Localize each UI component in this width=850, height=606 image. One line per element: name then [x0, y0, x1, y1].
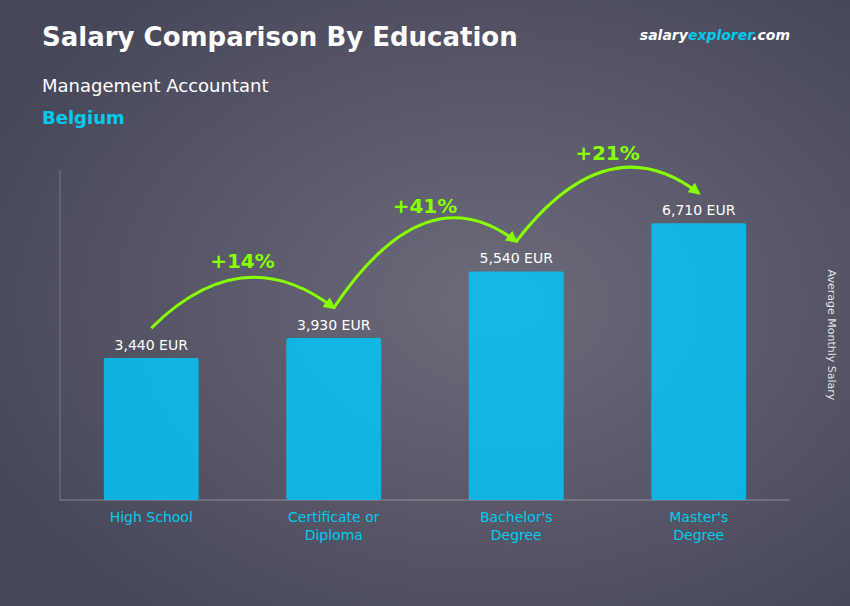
change-arrow — [334, 218, 517, 308]
value-label: 3,440 EUR — [115, 337, 189, 353]
change-label: +21% — [575, 141, 640, 165]
change-label: +14% — [210, 249, 275, 273]
x-tick-label: Master'sDegree — [669, 509, 728, 543]
change-arrow — [516, 167, 699, 241]
bar — [469, 271, 564, 500]
subtitle: Management Accountant — [42, 75, 268, 96]
bar — [104, 358, 199, 500]
value-label: 6,710 EUR — [662, 202, 736, 218]
bars — [104, 223, 746, 500]
background — [0, 0, 850, 606]
value-label: 5,540 EUR — [480, 250, 554, 266]
chart: Salary Comparison By Education Management… — [0, 0, 850, 606]
x-tick-label: High School — [110, 509, 193, 525]
x-tick-label: Bachelor'sDegree — [480, 509, 553, 543]
y-axis-line — [60, 170, 61, 500]
value-label: 3,930 EUR — [297, 317, 371, 333]
change-arrow — [151, 277, 334, 328]
logo: salaryexplorer.com — [640, 27, 790, 43]
change-label: +41% — [393, 194, 458, 218]
x-tick-label: Certificate orDiploma — [288, 509, 380, 543]
subtitle: Belgium — [42, 107, 125, 128]
title: Salary Comparison By Education — [42, 22, 518, 52]
chart-container: Salary Comparison By Education Management… — [0, 0, 850, 606]
bar — [286, 338, 381, 500]
y-axis-label: Average Monthly Salary — [825, 270, 838, 401]
bar — [651, 223, 746, 500]
